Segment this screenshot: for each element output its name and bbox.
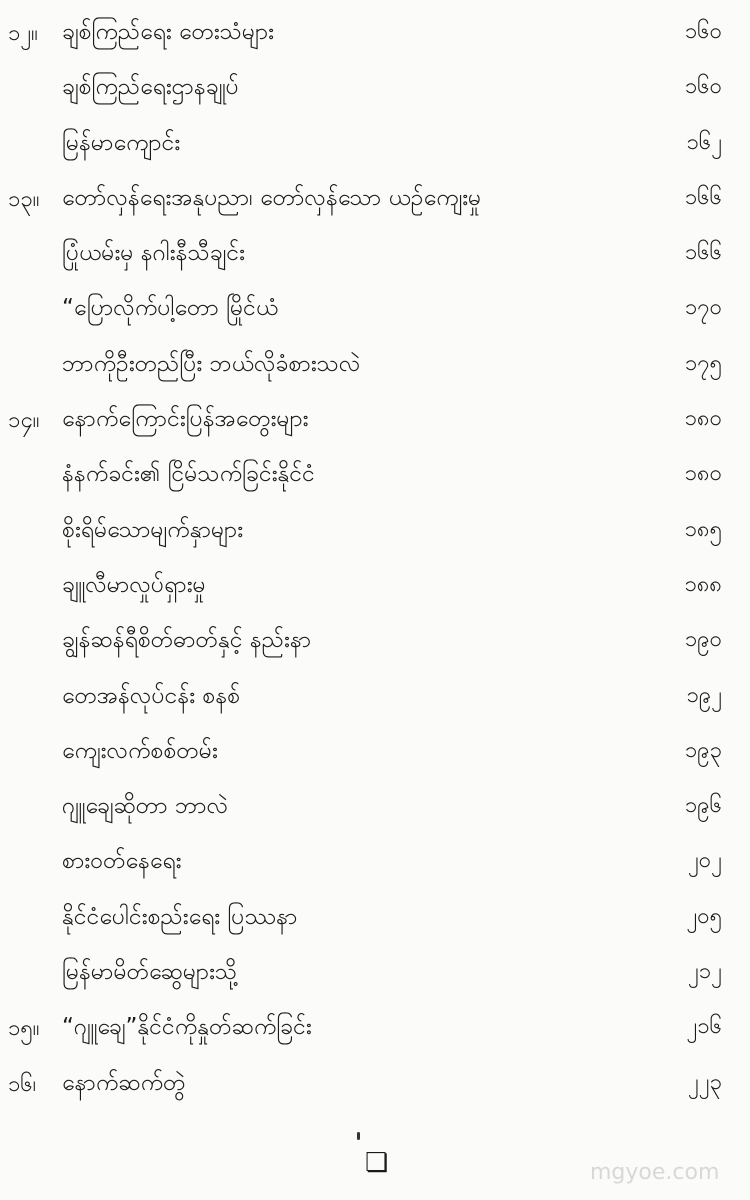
chapter-number: ၁၅။ (8, 1016, 40, 1042)
entry-title: နောက်ဆက်တွဲ (62, 1069, 186, 1096)
ink-speck (357, 1132, 360, 1140)
toc-chapter-row: ၁၆၊ နောက်ဆက်တွဲ ၂၂၃ (0, 1065, 750, 1120)
page-number: ၂၁၆ (686, 1014, 722, 1040)
chapter-number: ၁၄။ (8, 408, 40, 434)
entry-title: နောက်ကြောင်းပြန်အတွေးများ (62, 406, 309, 433)
toc-section-row: ဘာကိုဦးတည်ပြီး ဘယ်လိုခံစားသလဲ ၁၇၅ (0, 346, 750, 401)
table-of-contents: ၁၂။ ချစ်ကြည်ရေး တေးသံများ ၁၆၀ ချစ်ကြည်ရေးဌာ… (0, 14, 750, 1120)
toc-section-row: ဂျူချေဆိုတာ ဘာလဲ ၁၉၆ (0, 788, 750, 843)
chapter-number (8, 516, 62, 518)
chapter-number (8, 239, 62, 241)
chapter-number (8, 792, 62, 794)
page-number: ၁၉၆ (684, 793, 722, 819)
toc-chapter-row: ၁၄။ နောက်ကြောင်းပြန်အတွေးများ ၁၈၀ (0, 401, 750, 456)
entry-title: ပြုံယမ်းမှ နဂါးနီသီချင်း (62, 240, 245, 267)
entry-title: ဘာကိုဦးတည်ပြီး ဘယ်လိုခံစားသလဲ (62, 350, 361, 377)
toc-section-row: စိုးရိမ်သောမျက်နှာများ ၁၈၅ (0, 512, 750, 567)
toc-chapter-row: ၁၅။ “ဂျူချေ”နိုင်ငံကိုနှုတ်ဆက်ခြင်း ၂၁၆ (0, 1009, 750, 1064)
entry-title: စိုးရိမ်သောမျက်နှာများ (62, 516, 244, 543)
toc-section-row: ပြုံယမ်းမှ နဂါးနီသီချင်း ၁၆၆ (0, 235, 750, 290)
entry-title: မြန်မာကျောင်း (62, 129, 181, 156)
entry-title: စားဝတ်နေရေး (62, 848, 182, 875)
page-number: ၁၆၂ (686, 129, 722, 155)
toc-section-row: မြန်မာကျောင်း ၁၆၂ (0, 125, 750, 180)
page-number: ၂၀၅ (686, 903, 722, 929)
chapter-number (8, 350, 62, 352)
page-number: ၂၁၂ (688, 959, 722, 985)
chapter-number (8, 294, 62, 296)
chapter-number (8, 626, 62, 628)
entry-title: တေအန်လုပ်ငန်း စနစ် (62, 682, 241, 709)
chapter-number (8, 847, 62, 849)
chapter-number (8, 958, 62, 960)
page-number: ၁၈၅ (684, 516, 722, 542)
entry-title: ချွန်ဆန်ရီစိတ်ဓာတ်နှင့် နည်းနာ (62, 627, 312, 654)
entry-title: “ပြောလိုက်ပါ့တော မြိုင်ယံ (62, 295, 279, 322)
page-number: ၁၈၀ (684, 461, 722, 487)
entry-title: ချူလီမာလှုပ်ရှားမှု (62, 571, 206, 598)
chapter-number: ၁၆၊ (8, 1071, 37, 1097)
page-number: ၁၉၂ (686, 682, 722, 708)
chapter-number (8, 903, 62, 905)
square-box-icon: ❏ (365, 1148, 389, 1178)
entry-title: ချစ်ကြည်ရေး တေးသံများ (62, 19, 274, 45)
toc-section-row: နံနက်ခင်း၏ ငြိမ်သက်ခြင်းနိုင်ငံ ၁၈၀ (0, 456, 750, 511)
entry-title: ဂျူချေဆိုတာ ဘာလဲ (62, 793, 229, 820)
chapter-number (8, 129, 62, 131)
page-number: ၁၇၅ (684, 350, 722, 376)
entry-title: နိုင်ငံပေါင်းစည်းရေး ပြဿနာ (62, 903, 298, 930)
entry-title: မြန်မာမိတ်ဆွေများသို့ (62, 959, 238, 986)
toc-section-row: ကျေးလက်စစ်တမ်း ၁၉၃ (0, 733, 750, 788)
chapter-number (8, 460, 62, 462)
chapter-number: ၁၂။ (8, 21, 38, 46)
toc-chapter-row: ၁၃။ တော်လှန်ရေးအနုပညာ၊ တော်လှန်သော ယဉ်ကျေ… (0, 180, 750, 235)
page-number: ၁၆၀ (684, 74, 722, 100)
page-number: ၁၈၀ (684, 406, 722, 432)
page-number: ၁၇၀ (684, 295, 722, 321)
entry-title: ကျေးလက်စစ်တမ်း (62, 737, 218, 764)
chapter-number (8, 737, 62, 739)
toc-section-row: စားဝတ်နေရေး ၂၀၂ (0, 843, 750, 898)
toc-section-row: ချူလီမာလှုပ်ရှားမှု ၁၈၈ (0, 567, 750, 622)
entry-title: “ဂျူချေ”နိုင်ငံကိုနှုတ်ဆက်ခြင်း (62, 1014, 312, 1041)
page-number: ၁၉၀ (684, 627, 722, 653)
page-number: ၁၈၈ (684, 571, 722, 597)
chapter-number (8, 571, 62, 573)
page-number: ၁၆၆ (684, 184, 722, 210)
page-number: ၂၀၂ (688, 848, 722, 874)
page-number: ၁၆၆ (684, 240, 722, 266)
page-number: ၂၂၃ (688, 1069, 722, 1095)
chapter-number: ၁၃။ (8, 186, 40, 212)
chapter-number (8, 682, 62, 684)
entry-title: နံနက်ခင်း၏ ငြိမ်သက်ခြင်းနိုင်ငံ (62, 461, 315, 488)
entry-title: တော်လှန်ရေးအနုပညာ၊ တော်လှန်သော ယဉ်ကျေးမှ… (62, 184, 482, 211)
watermark: mgyoe.com (590, 1160, 720, 1185)
toc-section-row: “ပြောလိုက်ပါ့တော မြိုင်ယံ ၁၇၀ (0, 290, 750, 345)
chapter-number (8, 73, 62, 75)
toc-section-row: နိုင်ငံပေါင်းစည်းရေး ပြဿနာ ၂၀၅ (0, 899, 750, 954)
page-number: ၁၆၀ (684, 19, 722, 44)
page-number: ၁၉၃ (684, 737, 722, 763)
toc-section-row: ချွန်ဆန်ရီစိတ်ဓာတ်နှင့် နည်းနာ ၁၉၀ (0, 622, 750, 677)
toc-section-row: မြန်မာမိတ်ဆွေများသို့ ၂၁၂ (0, 954, 750, 1009)
toc-chapter-row: ၁၂။ ချစ်ကြည်ရေး တေးသံများ ၁၆၀ (0, 14, 750, 69)
toc-section-row: တေအန်လုပ်ငန်း စနစ် ၁၉၂ (0, 678, 750, 733)
entry-title: ချစ်ကြည်ရေးဌာနချုပ် (62, 74, 239, 101)
toc-section-row: ချစ်ကြည်ရေးဌာနချုပ် ၁၆၀ (0, 69, 750, 124)
